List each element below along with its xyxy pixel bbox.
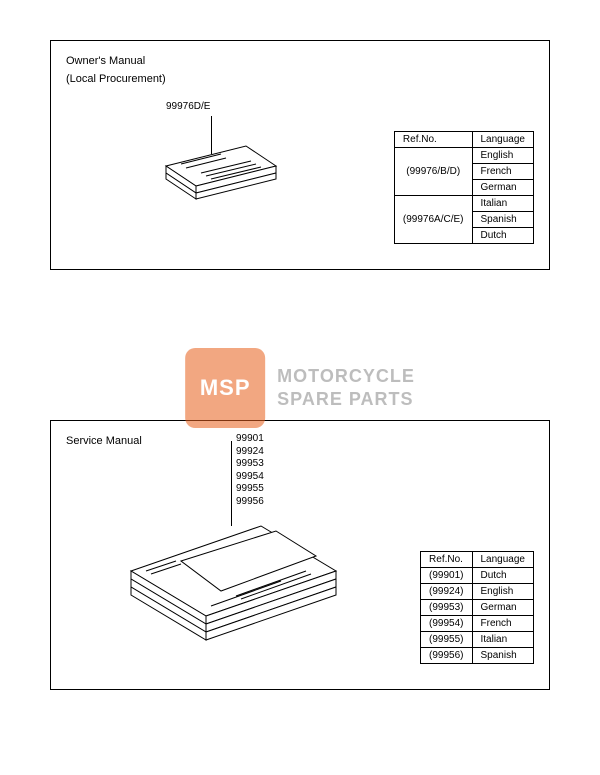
service-booklet-illustration xyxy=(111,516,351,691)
service-callout-1: 99924 xyxy=(236,446,264,459)
service-manual-panel: Service Manual 99901 99924 99953 99954 9… xyxy=(50,420,550,690)
service-callout-3: 99954 xyxy=(236,471,264,484)
service-callout-4: 99955 xyxy=(236,483,264,496)
watermark: MSP MOTORCYCLE SPARE PARTS xyxy=(185,348,415,428)
service-callout-stack: 99901 99924 99953 99954 99955 99956 xyxy=(236,433,264,508)
service-ref-5: (99956) xyxy=(421,648,472,664)
owner-panel-title: Owner's Manual (Local Procurement) xyxy=(66,53,166,88)
service-lang-4: Italian xyxy=(472,632,534,648)
service-panel-title: Service Manual xyxy=(66,433,142,451)
service-lang-1: English xyxy=(472,584,534,600)
service-callout-0: 99901 xyxy=(236,433,264,446)
owner-lang-1-2: Dutch xyxy=(472,228,534,244)
owner-lang-0-1: French xyxy=(472,164,534,180)
service-ref-1: (99924) xyxy=(421,584,472,600)
service-lang-0: Dutch xyxy=(472,568,534,584)
owner-th-lang: Language xyxy=(472,132,534,148)
owner-manual-panel: Owner's Manual (Local Procurement) 99976… xyxy=(50,40,550,270)
service-lang-5: Spanish xyxy=(472,648,534,664)
owner-lang-0-2: German xyxy=(472,180,534,196)
owner-lang-0-0: English xyxy=(472,148,534,164)
service-title: Service Manual xyxy=(66,433,142,451)
watermark-badge: MSP xyxy=(185,348,265,428)
service-callout-5: 99956 xyxy=(236,496,264,509)
owner-ref-table: Ref.No. Language (99976/B/D) English Fre… xyxy=(394,131,534,244)
owner-th-ref: Ref.No. xyxy=(394,132,472,148)
service-callout-line xyxy=(231,441,232,526)
service-ref-2: (99953) xyxy=(421,600,472,616)
service-callout-2: 99953 xyxy=(236,458,264,471)
service-ref-4: (99955) xyxy=(421,632,472,648)
owner-ref-1: (99976A/C/E) xyxy=(394,196,472,244)
service-lang-3: French xyxy=(472,616,534,632)
owner-lang-1-1: Spanish xyxy=(472,212,534,228)
watermark-line1: MOTORCYCLE xyxy=(277,365,415,388)
owner-title-line2: (Local Procurement) xyxy=(66,71,166,89)
owner-callout-label: 99976D/E xyxy=(166,101,210,112)
owner-booklet-illustration xyxy=(151,131,291,226)
service-ref-3: (99954) xyxy=(421,616,472,632)
service-ref-0: (99901) xyxy=(421,568,472,584)
watermark-text: MOTORCYCLE SPARE PARTS xyxy=(277,365,415,410)
owner-title-line1: Owner's Manual xyxy=(66,53,166,71)
service-th-lang: Language xyxy=(472,552,534,568)
service-th-ref: Ref.No. xyxy=(421,552,472,568)
owner-lang-1-0: Italian xyxy=(472,196,534,212)
owner-ref-0: (99976/B/D) xyxy=(394,148,472,196)
service-lang-2: German xyxy=(472,600,534,616)
service-booklet-icon xyxy=(111,516,351,686)
watermark-line2: SPARE PARTS xyxy=(277,388,415,411)
service-ref-table: Ref.No. Language (99901)Dutch (99924)Eng… xyxy=(420,551,534,664)
booklet-icon xyxy=(151,131,291,221)
